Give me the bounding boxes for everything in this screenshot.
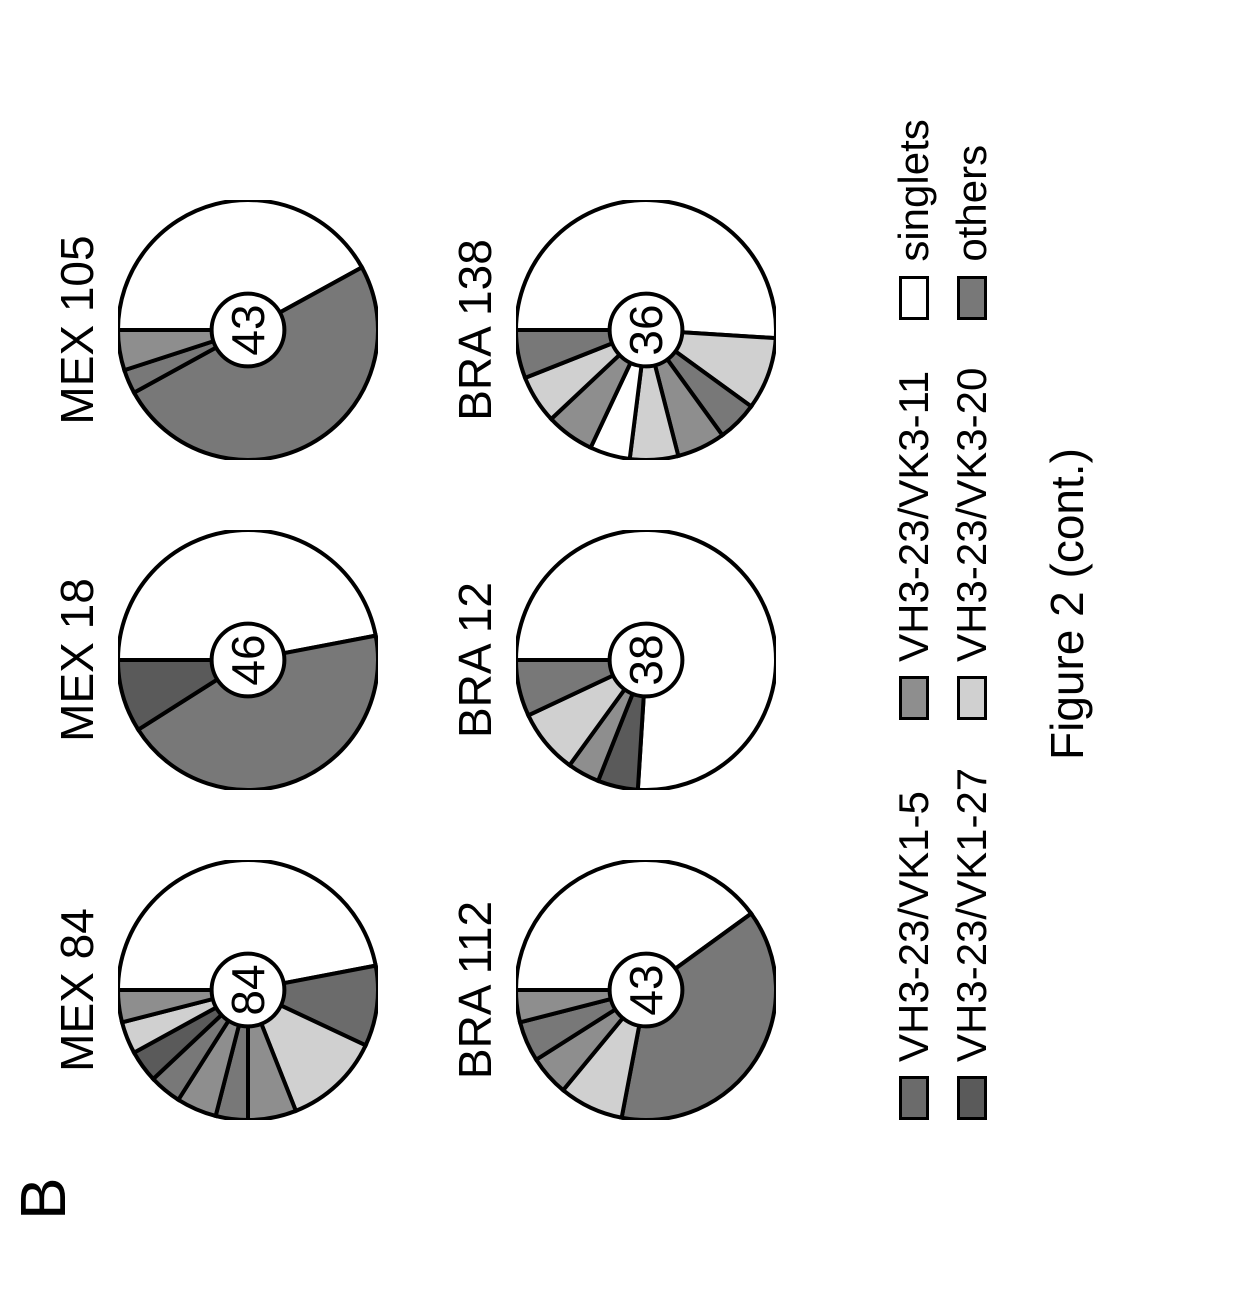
chart-cell: BRA 138 36 <box>448 200 776 460</box>
pie-center-label: 43 <box>221 304 275 355</box>
chart-title: MEX 105 <box>50 235 104 424</box>
legend-swatch <box>899 276 929 320</box>
chart-cell: MEX 84 84 <box>50 860 378 1120</box>
chart-cell: MEX 105 43 <box>50 200 378 460</box>
pie-wrap: 38 <box>516 530 776 790</box>
chart-grid: MEX 84 84 MEX 18 46 MEX 105 43 BRA 112 43 BRA 12… <box>50 200 776 1120</box>
legend-label: VH3-23/VK1-27 <box>948 768 996 1062</box>
chart-title: MEX 84 <box>50 908 104 1072</box>
legend-item: VH3-23/VK1-5 <box>890 768 938 1120</box>
pie-wrap: 46 <box>118 530 378 790</box>
chart-title: BRA 12 <box>448 582 502 738</box>
legend-swatch <box>899 676 929 720</box>
figure-caption: Figure 2 (cont.) <box>1040 448 1094 760</box>
legend-label: singlets <box>890 119 938 261</box>
legend-label: VH3-23/VK1-5 <box>890 791 938 1062</box>
panel-label: B <box>6 1177 80 1220</box>
legend-swatch <box>957 676 987 720</box>
legend-column: singletsothers <box>890 119 996 319</box>
legend-label: others <box>948 145 996 262</box>
chart-cell: BRA 12 38 <box>448 530 776 790</box>
pie-center-label: 43 <box>619 964 673 1015</box>
legend-column: VH3-23/VK3-11VH3-23/VK3-20 <box>890 368 996 720</box>
chart-cell: BRA 112 43 <box>448 860 776 1120</box>
pie-center-label: 46 <box>221 634 275 685</box>
chart-cell: MEX 18 46 <box>50 530 378 790</box>
legend-swatch <box>957 1076 987 1120</box>
legend-item: VH3-23/VK3-20 <box>948 368 996 720</box>
chart-title: MEX 18 <box>50 578 104 742</box>
chart-title: BRA 138 <box>448 239 502 421</box>
legend-label: VH3-23/VK3-11 <box>890 371 938 662</box>
legend: VH3-23/VK1-5VH3-23/VK1-27VH3-23/VK3-11VH… <box>890 119 996 1120</box>
pie-center-label: 84 <box>221 964 275 1015</box>
legend-item: VH3-23/VK1-27 <box>948 768 996 1120</box>
pie-wrap: 43 <box>516 860 776 1120</box>
legend-swatch <box>957 276 987 320</box>
legend-item: others <box>948 119 996 319</box>
pie-center-label: 38 <box>619 634 673 685</box>
pie-center-label: 36 <box>619 304 673 355</box>
figure-page: B MEX 8484MEX 1846MEX 10543BRA 11243BRA … <box>0 0 1240 1240</box>
legend-column: VH3-23/VK1-5VH3-23/VK1-27 <box>890 768 996 1120</box>
legend-label: VH3-23/VK3-20 <box>948 368 996 662</box>
legend-item: VH3-23/VK3-11 <box>890 368 938 720</box>
legend-swatch <box>899 1076 929 1120</box>
pie-wrap: 84 <box>118 860 378 1120</box>
legend-item: singlets <box>890 119 938 319</box>
pie-wrap: 36 <box>516 200 776 460</box>
chart-title: BRA 112 <box>448 901 502 1079</box>
pie-wrap: 43 <box>118 200 378 460</box>
